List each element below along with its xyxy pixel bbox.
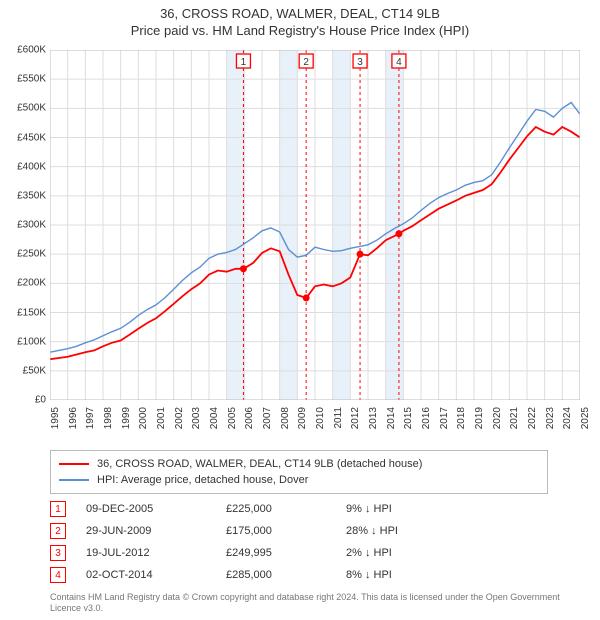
y-tick-label: £450K: [2, 132, 46, 143]
title-address: 36, CROSS ROAD, WALMER, DEAL, CT14 9LB: [0, 6, 600, 21]
legend: 36, CROSS ROAD, WALMER, DEAL, CT14 9LB (…: [50, 450, 548, 494]
x-axis-labels: 1995 1996 1997 1998 1999 2000 2001 2002 2003 2004…: [50, 405, 580, 445]
legend-swatch: [59, 463, 89, 465]
x-tick-label: 2024: [562, 407, 573, 437]
row-marker: 3: [50, 545, 66, 561]
row-marker: 1: [50, 501, 66, 517]
x-tick-label: 2008: [280, 407, 291, 437]
legend-item: 36, CROSS ROAD, WALMER, DEAL, CT14 9LB (…: [59, 456, 539, 472]
y-tick-label: £550K: [2, 74, 46, 85]
x-tick-label: 1999: [121, 407, 132, 437]
x-tick-label: 1995: [50, 407, 61, 437]
cell-pct: 2% ↓ HPI: [346, 547, 436, 559]
legend-swatch: [59, 479, 89, 481]
x-tick-label: 2003: [191, 407, 202, 437]
cell-date: 19-JUL-2012: [86, 547, 226, 559]
x-tick-label: 2025: [580, 407, 591, 437]
x-tick-label: 2012: [350, 407, 361, 437]
svg-text:3: 3: [357, 57, 363, 68]
x-tick-label: 2004: [209, 407, 220, 437]
y-tick-label: £200K: [2, 278, 46, 289]
chart-svg: 1 2 3 4: [50, 50, 580, 400]
x-tick-label: 2010: [315, 407, 326, 437]
legend-item: HPI: Average price, detached house, Dove…: [59, 472, 539, 488]
cell-pct: 9% ↓ HPI: [346, 503, 436, 515]
y-tick-label: £350K: [2, 190, 46, 201]
x-tick-label: 2002: [174, 407, 185, 437]
cell-price: £285,000: [226, 569, 346, 581]
x-tick-label: 1998: [103, 407, 114, 437]
y-tick-label: £150K: [2, 307, 46, 318]
transactions-table: 1 09-DEC-2005£225,0009% ↓ HPI 2 29-JUN-2009…: [50, 498, 436, 586]
x-tick-label: 2022: [527, 407, 538, 437]
x-tick-label: 2009: [297, 407, 308, 437]
row-marker: 2: [50, 523, 66, 539]
y-tick-label: £300K: [2, 220, 46, 231]
cell-date: 09-DEC-2005: [86, 503, 226, 515]
cell-price: £225,000: [226, 503, 346, 515]
y-tick-label: £100K: [2, 336, 46, 347]
svg-text:4: 4: [396, 57, 402, 68]
cell-pct: 8% ↓ HPI: [346, 569, 436, 581]
x-tick-label: 2019: [474, 407, 485, 437]
x-tick-label: 1997: [85, 407, 96, 437]
x-tick-label: 2000: [138, 407, 149, 437]
x-tick-label: 2007: [262, 407, 273, 437]
table-row: 1 09-DEC-2005£225,0009% ↓ HPI: [50, 498, 436, 520]
y-tick-label: £0: [2, 395, 46, 406]
y-tick-label: £600K: [2, 45, 46, 56]
x-tick-label: 2017: [439, 407, 450, 437]
x-tick-label: 2023: [545, 407, 556, 437]
legend-label: HPI: Average price, detached house, Dove…: [97, 474, 308, 486]
footer-attribution: Contains HM Land Registry data © Crown c…: [50, 592, 570, 614]
svg-text:2: 2: [303, 57, 309, 68]
cell-pct: 28% ↓ HPI: [346, 525, 436, 537]
title-subtitle: Price paid vs. HM Land Registry's House …: [0, 23, 600, 38]
x-tick-label: 2005: [227, 407, 238, 437]
row-marker: 4: [50, 567, 66, 583]
x-tick-label: 2014: [386, 407, 397, 437]
cell-price: £175,000: [226, 525, 346, 537]
title-block: 36, CROSS ROAD, WALMER, DEAL, CT14 9LB P…: [0, 0, 600, 38]
legend-label: 36, CROSS ROAD, WALMER, DEAL, CT14 9LB (…: [97, 458, 422, 470]
table-row: 4 02-OCT-2014£285,0008% ↓ HPI: [50, 564, 436, 586]
x-tick-label: 2018: [456, 407, 467, 437]
table-row: 2 29-JUN-2009£175,00028% ↓ HPI: [50, 520, 436, 542]
cell-price: £249,995: [226, 547, 346, 559]
x-tick-label: 2015: [403, 407, 414, 437]
x-tick-label: 2016: [421, 407, 432, 437]
x-tick-label: 2013: [368, 407, 379, 437]
cell-date: 02-OCT-2014: [86, 569, 226, 581]
y-tick-label: £500K: [2, 103, 46, 114]
x-tick-label: 2006: [244, 407, 255, 437]
x-tick-label: 1996: [68, 407, 79, 437]
x-tick-label: 2001: [156, 407, 167, 437]
chart-container: 36, CROSS ROAD, WALMER, DEAL, CT14 9LB P…: [0, 0, 600, 620]
cell-date: 29-JUN-2009: [86, 525, 226, 537]
plot-area: 1 2 3 4: [50, 50, 580, 400]
y-tick-label: £250K: [2, 249, 46, 260]
x-tick-label: 2020: [492, 407, 503, 437]
y-tick-label: £400K: [2, 161, 46, 172]
y-tick-label: £50K: [2, 365, 46, 376]
svg-text:1: 1: [241, 57, 247, 68]
table-row: 3 19-JUL-2012£249,9952% ↓ HPI: [50, 542, 436, 564]
x-tick-label: 2011: [333, 407, 344, 437]
x-tick-label: 2021: [509, 407, 520, 437]
